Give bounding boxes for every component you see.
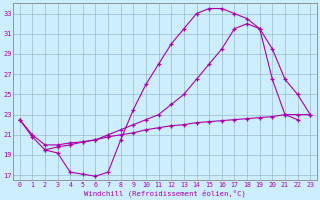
X-axis label: Windchill (Refroidissement éolien,°C): Windchill (Refroidissement éolien,°C) [84, 189, 246, 197]
